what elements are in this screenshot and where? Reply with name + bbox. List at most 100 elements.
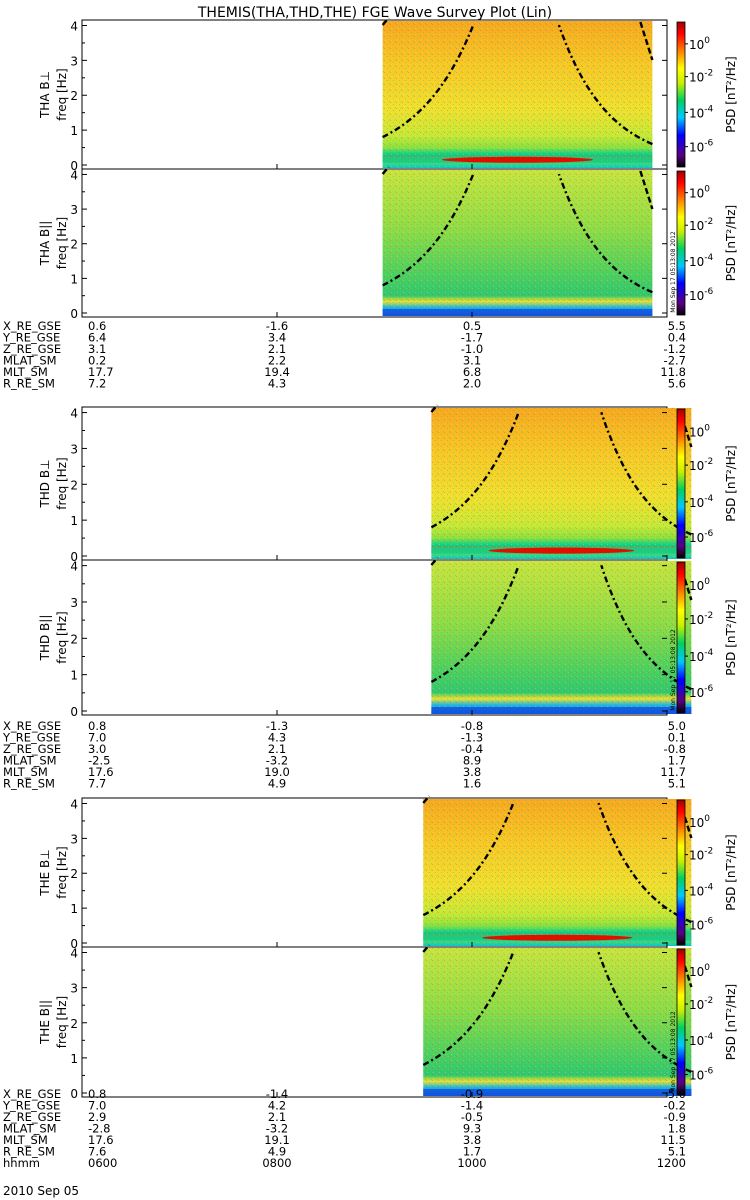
colorbar-label: PSD [nT²/Hz] [724,834,738,910]
ephemeris-value: 3.0 [88,742,106,756]
colorbar [676,408,686,559]
freq-axis-label: freq [Hz] [55,217,69,269]
colorbar-tick-label: 10-6 [689,684,714,700]
colorbar-tick-label: 100 [689,36,710,52]
gyro-curve-left [382,173,475,287]
colorbar-tick-label: 10-4 [689,494,714,510]
ephemeris-row-label: MLT_SM [3,1133,48,1147]
colorbar-tick-label: 10-4 [689,104,714,120]
ephemeris-row-label: hhmm [3,1156,40,1170]
freq-tick-label: 3 [70,54,78,68]
gyro-curve-left [382,24,475,139]
freq-tick-label: 4 [70,947,78,961]
ephemeris-value: 3.1 [88,342,106,356]
ephemeris-value: 4.2 [268,1099,286,1113]
freq-tick-label: 4 [70,560,78,574]
spectrogram-panel: 0 1 2 3 4 THA B|| freq [Hz] 100 10-2 10-4 10-6 PSD … [38,166,738,321]
low-freq-peak [482,934,633,941]
ephemeris-value: 7.2 [88,377,106,391]
freq-tick-label: 3 [70,203,78,217]
ephemeris-value: 0.2 [88,354,106,368]
colorbar-tick-label: 10-2 [689,69,713,85]
ephemeris-row-label: R_RE_SM [3,777,55,791]
gyro-curve-edge [422,944,431,953]
ephemeris-value: 17.7 [88,365,114,379]
freq-tick-label: 0 [70,550,78,564]
ephemeris-value: 17.6 [88,1133,114,1147]
gyro-curve-edge [381,17,390,26]
ephemeris-value: -0.2 [664,1099,686,1113]
ephemeris-value: -1.0 [461,342,483,356]
ephemeris-value: 5.0 [668,1087,686,1101]
freq-tick-label: 0 [70,705,78,719]
ephemeris-value: 6.8 [463,365,481,379]
freq-tick-label: 3 [70,596,78,610]
ephemeris-value: 3.4 [268,331,286,345]
gyro-curve-edge [381,166,390,175]
colorbar-tick-label: 100 [689,963,710,979]
gyro-curve-right [597,951,692,1074]
ephemeris-row-label: Y_RE_GSE [2,331,60,345]
ephemeris-value: -2.5 [88,754,110,768]
ephemeris-value: -2.8 [88,1122,110,1136]
ephemeris-value: 7.6 [88,1145,106,1159]
colorbar-tick-label: 10-4 [689,1032,714,1048]
spectrogram-panel: 0 1 2 3 4 THD B|| freq [Hz] 100 10-2 10-4 10-6 PSD … [38,557,738,719]
ephemeris-value: 0600 [88,1156,117,1170]
ephemeris-value: 8.9 [463,754,481,768]
ephemeris-value: -0.4 [461,742,483,756]
ephemeris-value: 11.7 [660,765,686,779]
generation-stamp: Mon Sep 17 05:13:08 2012 [670,231,677,313]
ephemeris-value: -0.9 [664,1110,686,1124]
ephemeris-value: 19.0 [264,765,290,779]
freq-tick-label: 2 [70,238,78,252]
ephemeris-value: 3.8 [463,765,481,779]
colorbar-tick-label: 10-2 [689,847,713,863]
panel-label: THD B⊥ [38,459,52,508]
ephemeris-row-label: R_RE_SM [3,377,55,391]
colorbar-label: PSD [nT²/Hz] [724,445,738,521]
ephemeris-value: 6.4 [88,331,106,345]
freq-axis-label: freq [Hz] [55,846,69,898]
ephemeris-value: -3.2 [266,1122,288,1136]
freq-tick-label: 1 [70,902,78,916]
ephemeris-value: 3.1 [463,354,481,368]
gyro-curve-left [430,411,520,529]
ephemeris-value: 2.1 [268,742,286,756]
ephemeris-value: 5.0 [668,719,686,733]
ephemeris-value: -1.3 [266,719,288,733]
ephemeris-value: 4.9 [268,1145,286,1159]
gyro-curve-left [430,564,520,683]
ephemeris-row-label: Y_RE_GSE [2,731,60,745]
ephemeris-value: -1.4 [461,1099,483,1113]
freq-tick-label: 4 [70,168,78,182]
freq-tick-label: 1 [70,272,78,286]
colorbar-tick-label: 10-6 [689,139,714,155]
ephemeris-value: 0.8 [88,1087,106,1101]
ephemeris-row-label: MLAT_SM [3,754,57,768]
ephemeris-row-label: R_RE_SM [3,1145,55,1159]
ephemeris-value: 1.8 [668,1122,686,1136]
freq-axis-label: freq [Hz] [55,611,69,663]
freq-tick-label: 1 [70,1052,78,1066]
gyro-curve-edge [639,21,654,61]
spectrogram-texture [431,408,692,559]
colorbar-tick-label: 10-6 [689,917,714,933]
freq-tick-label: 0 [70,307,78,321]
colorbar-tick-label: 10-4 [689,882,714,898]
colorbar-label: PSD [nT²/Hz] [724,984,738,1060]
gyro-curve-right [597,802,692,924]
ephemeris-value: -1.7 [461,331,483,345]
ephemeris-value: 2.1 [268,1110,286,1124]
colorbar-tick-label: 10-4 [689,648,714,664]
ephemeris-value: 0.4 [668,331,686,345]
ephemeris-value: -1.3 [461,731,483,745]
ephemeris-value: -1.2 [664,342,686,356]
spectrogram-texture [431,561,692,714]
ephemeris-value: -3.2 [266,754,288,768]
spectrogram-texture [382,170,653,316]
low-freq-band [431,707,692,714]
ephemeris-value: 4.9 [268,777,286,791]
